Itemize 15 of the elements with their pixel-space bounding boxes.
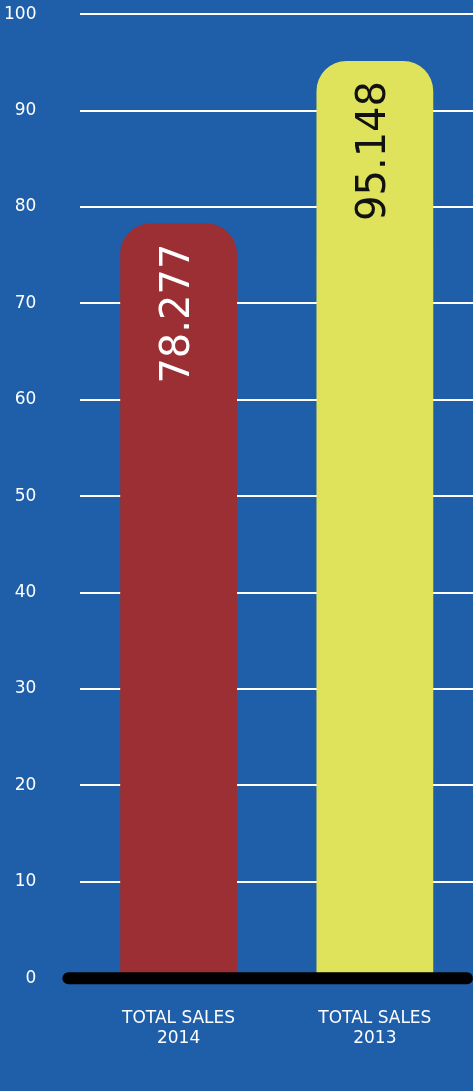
y-tick-label: 30 xyxy=(14,677,37,698)
y-tick-label: 100 xyxy=(3,2,37,23)
y-tick-label: 60 xyxy=(14,388,37,409)
data-label: 78.277 xyxy=(151,243,198,384)
y-tick-label: 40 xyxy=(14,581,37,602)
x-tick-label: TOTAL SALES 2014 xyxy=(121,1006,236,1048)
y-tick-label: 20 xyxy=(14,773,37,794)
y-tick-label: 0 xyxy=(25,966,37,987)
data-label: 95.148 xyxy=(348,80,395,221)
y-tick-label: 90 xyxy=(14,99,37,120)
y-tick-label: 70 xyxy=(14,291,37,312)
y-tick-label: 80 xyxy=(14,195,37,216)
y-tick-label: 50 xyxy=(14,484,37,505)
y-tick-label: 10 xyxy=(14,870,37,891)
x-tick-label: TOTAL SALES 2013 xyxy=(317,1006,432,1048)
